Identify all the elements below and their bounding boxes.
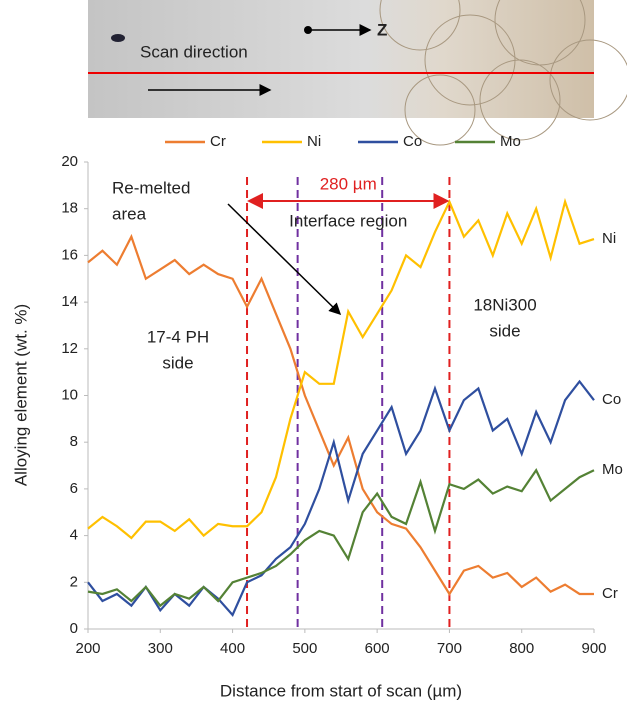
annotation: 18Ni300: [473, 295, 536, 314]
micrograph: Scan direction Z: [88, 0, 627, 146]
annotation: side: [489, 321, 520, 340]
y-tick-label: 14: [61, 293, 78, 310]
x-tick-label: 200: [75, 640, 100, 657]
y-axis-label: Alloying element (wt. %): [11, 304, 30, 486]
y-tick-label: 10: [61, 386, 78, 403]
series-line: [87, 379, 595, 618]
x-tick-label: 400: [220, 640, 245, 657]
legend-label: Ni: [307, 133, 321, 150]
end-label: Mo: [602, 461, 623, 478]
x-tick-label: 800: [509, 640, 534, 657]
end-label: Ni: [602, 230, 616, 247]
y-tick-label: 12: [61, 340, 78, 357]
image-label: Z: [377, 20, 387, 39]
annotation: Interface region: [289, 211, 407, 230]
annotation: area: [112, 204, 147, 223]
y-tick-label: 16: [61, 246, 78, 263]
x-tick-label: 900: [581, 640, 606, 657]
legend-label: Cr: [210, 133, 226, 150]
series-line: [87, 197, 595, 540]
end-label: Cr: [602, 585, 618, 602]
annotation: 280 µm: [320, 174, 377, 193]
annotation: Re-melted: [112, 178, 190, 197]
series-line: [87, 468, 595, 608]
y-tick-label: 0: [70, 620, 78, 637]
y-tick-label: 2: [70, 573, 78, 590]
end-label: Co: [602, 391, 621, 408]
x-tick-label: 500: [292, 640, 317, 657]
y-tick-label: 4: [70, 527, 78, 544]
y-tick-label: 6: [70, 480, 78, 497]
annotation: 17-4 PH: [147, 327, 209, 346]
image-label: Scan direction: [140, 42, 248, 61]
legend-label: Co: [403, 133, 422, 150]
x-tick-label: 700: [437, 640, 462, 657]
legend-label: Mo: [500, 133, 521, 150]
x-tick-label: 300: [148, 640, 173, 657]
y-tick-label: 18: [61, 200, 78, 217]
annotation: side: [162, 353, 193, 372]
series-line: [87, 233, 594, 597]
annotation-arrow: [227, 203, 342, 316]
x-axis-label: Distance from start of scan (µm): [220, 681, 462, 700]
y-tick-label: 20: [61, 153, 78, 170]
y-tick-label: 8: [70, 433, 78, 450]
x-tick-label: 600: [365, 640, 390, 657]
